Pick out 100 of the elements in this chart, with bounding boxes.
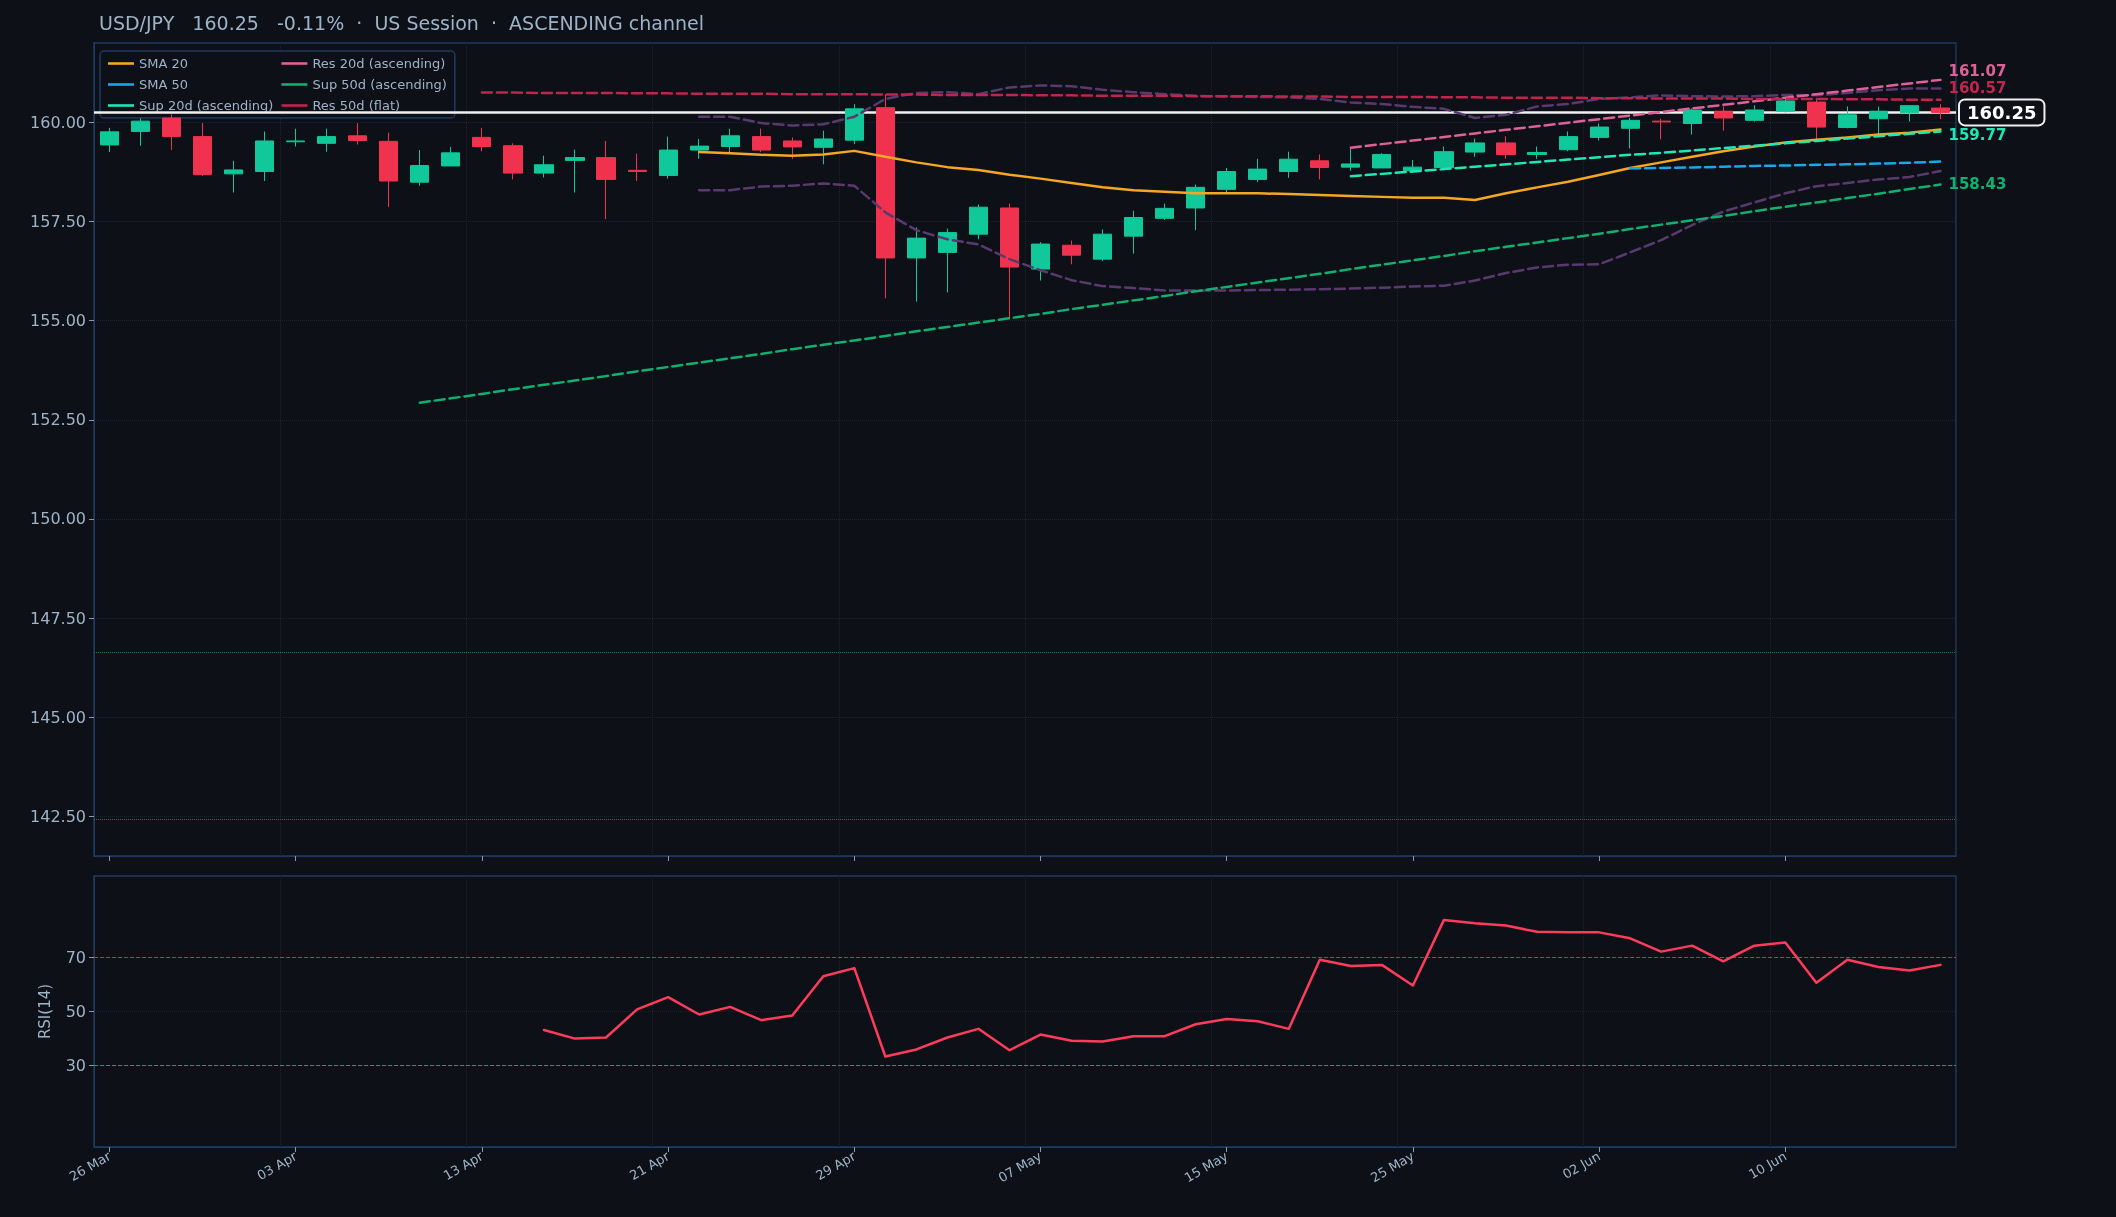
candlestick	[1434, 146, 1454, 171]
candlestick	[286, 128, 305, 148]
candlestick	[814, 130, 833, 165]
x-tick-label: 07 May	[995, 1148, 1045, 1186]
candlestick	[255, 130, 274, 182]
candlestick	[224, 160, 243, 194]
candlestick	[659, 136, 678, 180]
data-label: 160.57	[1948, 79, 2007, 98]
candlestick	[1217, 167, 1236, 194]
candlestick	[317, 128, 336, 153]
y-tick-label: 50	[65, 1002, 86, 1021]
candlestick	[441, 146, 460, 167]
candlestick	[1465, 138, 1485, 158]
candlestick	[565, 149, 585, 194]
y-tick-label: 157.50	[30, 211, 86, 231]
legend-label: Res 20d (ascending)	[312, 56, 446, 71]
line-series	[542, 918, 1942, 1058]
candlestick	[348, 122, 367, 146]
x-tick-label: 21 Apr	[627, 1148, 673, 1184]
candlestick	[1590, 123, 1609, 142]
y-tick-label: 155.00	[30, 311, 86, 331]
line-series	[1628, 160, 1942, 170]
legend-label: SMA 50	[139, 77, 189, 92]
candlestick	[690, 138, 709, 160]
legend-label: Res 50d (flat)	[312, 98, 401, 113]
line-series	[1349, 78, 1942, 149]
x-tick-label: 15 May	[1181, 1148, 1231, 1186]
candlestick	[1714, 105, 1733, 132]
data-label: 161.07	[1948, 62, 2007, 81]
x-tick-label: 29 Apr	[813, 1148, 859, 1184]
candlestick	[379, 132, 398, 208]
line-series	[697, 128, 1942, 202]
candlestick	[721, 128, 740, 153]
y-axis-title: RSI(14)	[35, 983, 54, 1040]
candlestick	[1683, 107, 1702, 136]
line-series	[418, 183, 1942, 404]
candlestick	[1900, 104, 1919, 123]
y-tick-label: 160.00	[30, 112, 86, 132]
candlestick	[1403, 159, 1422, 173]
y-tick-label: 30	[65, 1056, 86, 1076]
candlestick	[907, 226, 926, 303]
candlestick	[1155, 203, 1174, 221]
candlestick	[876, 93, 895, 299]
candlestick	[1807, 97, 1826, 140]
candlestick	[1745, 104, 1764, 123]
y-tick-label: 150.00	[30, 509, 86, 529]
x-tick-label: 02 Jun	[1559, 1148, 1603, 1182]
candlestick	[193, 122, 212, 177]
candlestick	[1279, 151, 1298, 179]
legend-label: Sup 50d (ascending)	[312, 77, 447, 92]
candlestick	[1776, 96, 1795, 113]
candlestick	[1621, 117, 1640, 149]
candlestick	[1372, 152, 1391, 169]
line-series	[697, 84, 1942, 127]
candlestick	[1124, 210, 1143, 255]
candlestick	[1000, 203, 1019, 320]
candlestick	[1062, 240, 1081, 265]
candlestick	[131, 117, 150, 147]
x-tick-label: 03 Apr	[254, 1148, 301, 1184]
y-tick-label: 145.00	[30, 707, 86, 727]
line-series	[697, 169, 1942, 292]
legend-label: SMA 20	[139, 56, 189, 71]
candlestick	[752, 128, 771, 153]
candlestick	[534, 155, 554, 178]
legend-label: Sup 20d (ascending)	[139, 98, 274, 113]
candlestick	[1838, 105, 1857, 129]
candlestick	[472, 127, 491, 152]
y-tick-label: 152.50	[30, 410, 86, 430]
candlestick	[845, 103, 864, 145]
x-tick-label: 25 May	[1368, 1148, 1417, 1186]
x-tick-label: 26 Mar	[66, 1148, 114, 1185]
candlestick	[1248, 158, 1267, 183]
candlestick	[1559, 130, 1578, 152]
y-tick-label: 70	[65, 947, 86, 967]
y-tick-label: 147.50	[30, 608, 86, 628]
line-series	[480, 91, 1942, 101]
candlestick	[1652, 118, 1671, 140]
candlestick	[596, 140, 616, 220]
candlestick	[969, 203, 988, 240]
candlestick	[1341, 147, 1360, 172]
candlestick	[503, 142, 523, 180]
data-label: 158.43	[1948, 175, 2007, 194]
candlestick	[1310, 153, 1329, 180]
candlestick	[410, 149, 429, 187]
candlestick	[1496, 135, 1516, 160]
candlestick	[1527, 146, 1547, 160]
chart-title: USD/JPY 160.25 -0.11% · US Session · ASCENDING channel	[99, 11, 705, 34]
candlestick	[1869, 105, 1888, 135]
candlestick	[162, 113, 181, 151]
ref-line-label: 160.25	[1967, 101, 2037, 123]
candlestick	[1031, 241, 1050, 282]
candlestick	[783, 136, 802, 160]
x-tick-label: 13 Apr	[440, 1148, 487, 1184]
y-tick-label: 142.50	[30, 806, 86, 826]
line-series	[1349, 130, 1942, 178]
candlestick	[628, 153, 647, 182]
candlestick	[100, 127, 119, 153]
candlestick	[1093, 228, 1112, 262]
data-label: 159.77	[1948, 126, 2007, 145]
candlestick	[1931, 103, 1950, 120]
